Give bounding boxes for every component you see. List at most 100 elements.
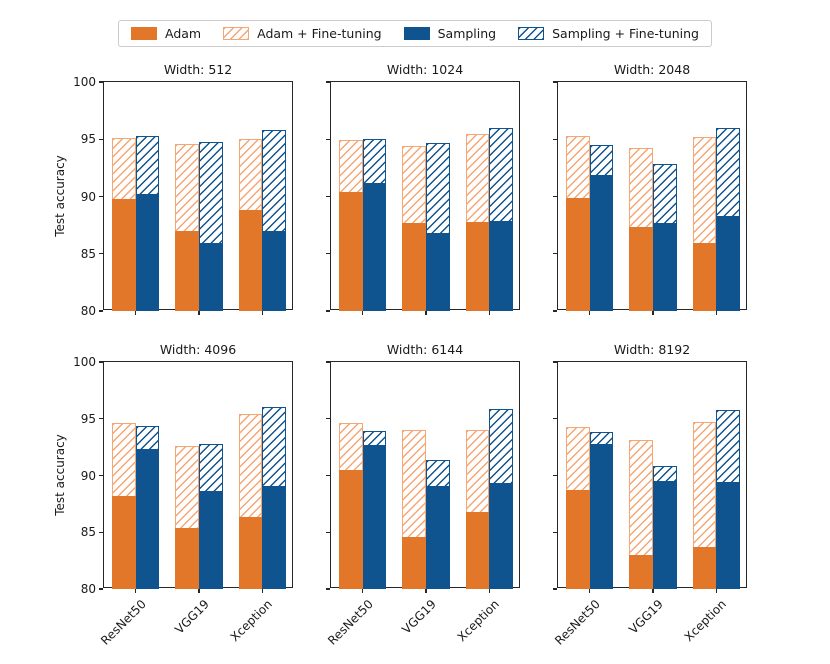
- x-tick: [362, 311, 364, 315]
- y-tick-label: 90: [80, 468, 96, 483]
- x-tick: [589, 589, 591, 593]
- y-tick: [553, 138, 557, 140]
- y-tick: [326, 138, 330, 140]
- y-tick: [553, 310, 557, 312]
- bar-adam-vgg19: [175, 527, 199, 589]
- x-tick: [362, 589, 364, 593]
- legend-item-sampling: Sampling: [403, 26, 497, 41]
- bar-adam-xception: [692, 243, 717, 311]
- bar-sampling-resnet50: [589, 174, 614, 311]
- x-tick: [488, 589, 490, 593]
- x-tick: [652, 311, 654, 315]
- y-tick: [326, 253, 330, 255]
- legend-label: Adam: [165, 26, 202, 41]
- legend-item-adam-fine-tuning: Adam + Fine-tuning: [223, 26, 382, 41]
- y-tick-label: 95: [80, 411, 96, 426]
- subplot-width-1024: Width: 1024: [326, 62, 520, 315]
- x-tick-label: VGG19: [626, 597, 666, 637]
- bar-adam-resnet50: [111, 198, 136, 311]
- subplot-title: Width: 512: [163, 62, 233, 77]
- bar-sampling-vgg19: [653, 222, 677, 311]
- bar-sampling-vgg19: [426, 485, 450, 589]
- y-axis-label: Test accuracy: [53, 154, 67, 237]
- bar-adam-resnet50: [338, 191, 363, 311]
- y-tick: [553, 361, 557, 363]
- subplot-width-8192: Width: 8192 ResNet50 VGG19 Xception: [552, 342, 747, 648]
- legend-label: Sampling + Fine-tuning: [552, 26, 699, 41]
- y-tick: [326, 195, 330, 198]
- y-tick-label: 100: [73, 75, 96, 89]
- bar-adam-fine-tuning-vgg19: [629, 440, 653, 589]
- x-tick-label: Xception: [454, 597, 503, 645]
- y-tick: [553, 253, 557, 255]
- y-tick: [99, 474, 103, 477]
- bar-adam-resnet50: [111, 495, 136, 589]
- legend-item-sampling-fine-tuning: Sampling + Fine-tuning: [518, 26, 699, 41]
- bar-adam-xception: [238, 210, 263, 311]
- y-tick: [99, 138, 103, 140]
- x-tick: [261, 311, 263, 315]
- y-tick: [99, 531, 103, 533]
- y-tick: [99, 310, 103, 312]
- y-tick-label: 80: [80, 304, 96, 318]
- x-tick: [652, 589, 654, 593]
- y-tick: [326, 531, 330, 533]
- x-tick: [425, 311, 427, 315]
- x-tick-label: Xception: [227, 597, 276, 645]
- x-tick: [488, 311, 490, 315]
- legend-item-adam: Adam: [131, 26, 201, 41]
- y-tick: [553, 418, 557, 420]
- y-axis-label: Test accuracy: [53, 433, 67, 516]
- x-tick-label: Xception: [681, 597, 730, 645]
- subplot-width-512: Width: 512 80 85 90 95 100: [73, 62, 293, 318]
- y-tick: [99, 418, 103, 420]
- y-tick: [553, 81, 557, 83]
- subplot-title: Width: 4096: [159, 342, 237, 357]
- subplot-width-6144: Width: 6144 ResNet50 VGG19 Xception: [325, 342, 520, 648]
- legend-swatch-adam-icon: [131, 27, 157, 40]
- bar-sampling-xception: [262, 485, 287, 589]
- y-tick-label: 100: [73, 355, 96, 369]
- x-tick: [589, 311, 591, 315]
- bar-sampling-vgg19: [653, 481, 677, 589]
- x-tick-label: ResNet50: [324, 597, 376, 648]
- bar-adam-resnet50: [565, 197, 590, 311]
- legend-swatch-sampling-fine-tuning-icon: [518, 27, 545, 40]
- bar-sampling-xception: [489, 483, 514, 589]
- legend-swatch-sampling-icon: [403, 27, 430, 40]
- bar-sampling-vgg19: [426, 233, 450, 311]
- bar-adam-vgg19: [629, 227, 653, 311]
- y-tick-label: 95: [80, 132, 96, 147]
- subplot-title: Width: 2048: [613, 62, 691, 77]
- bar-adam-xception: [238, 517, 263, 589]
- bar-sampling-resnet50: [362, 444, 387, 589]
- y-tick: [326, 361, 330, 363]
- bar-sampling-xception: [262, 230, 287, 311]
- y-tick: [326, 588, 330, 590]
- y-tick-label: 85: [80, 525, 96, 540]
- y-tick: [99, 361, 103, 363]
- legend-label: Sampling: [437, 26, 497, 41]
- y-tick-label: 85: [80, 246, 96, 261]
- bar-sampling-resnet50: [135, 194, 160, 311]
- x-tick: [198, 589, 200, 593]
- x-tick: [425, 589, 427, 593]
- legend-swatch-adam-fine-tuning-icon: [223, 27, 250, 40]
- bar-adam-xception: [692, 547, 717, 589]
- bar-sampling-vgg19: [199, 243, 223, 311]
- subplot-title: Width: 1024: [386, 62, 464, 77]
- subplot-width-4096: Width: 4096 80 85 90 95 100 ResNet50 VGG19 Xcept…: [73, 342, 293, 648]
- bar-adam-vgg19: [175, 230, 199, 311]
- x-tick: [715, 311, 717, 315]
- bar-sampling-resnet50: [589, 443, 614, 589]
- x-tick: [135, 589, 137, 593]
- subplot-width-2048: Width: 2048: [553, 62, 747, 315]
- bar-adam-xception: [465, 511, 490, 589]
- subplot-title: Width: 6144: [386, 342, 464, 357]
- y-tick: [553, 195, 557, 198]
- y-tick-label: 90: [80, 189, 96, 204]
- y-tick-label: 80: [80, 582, 96, 596]
- legend: Adam Adam + Fine-tuning Sampling Sampling +…: [118, 20, 712, 47]
- y-tick: [326, 418, 330, 420]
- x-tick: [135, 311, 137, 315]
